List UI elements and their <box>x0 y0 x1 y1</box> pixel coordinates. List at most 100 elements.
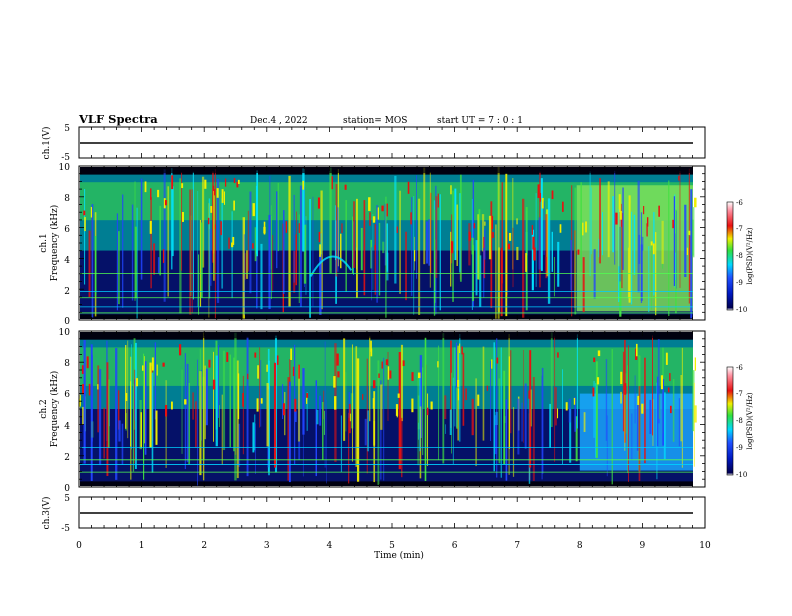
intense-emission <box>592 387 595 397</box>
intense-emission <box>298 223 300 233</box>
sferic-streak <box>510 350 512 434</box>
sferic-streak <box>550 332 553 428</box>
intense-emission <box>597 350 601 357</box>
intense-emission <box>688 230 691 235</box>
sferic-streak <box>82 406 85 425</box>
sferic-streak <box>259 347 261 428</box>
sferic-streak <box>574 187 577 315</box>
sferic-streak <box>83 340 86 464</box>
sferic-streak <box>322 402 324 460</box>
intense-emission <box>306 393 309 398</box>
sferic-streak <box>217 345 219 418</box>
sferic-streak <box>103 407 106 459</box>
intense-emission <box>374 245 376 250</box>
sferic-streak <box>386 252 389 281</box>
ch1-waveform-ylabel: ch.1(V) <box>41 127 52 160</box>
intense-emission <box>658 205 660 217</box>
sferic-streak <box>163 169 166 302</box>
intense-emission <box>232 236 235 245</box>
intense-emission <box>378 373 380 378</box>
sferic-streak <box>590 187 592 255</box>
sferic-streak <box>151 372 154 473</box>
intense-emission <box>144 181 147 193</box>
sferic-streak <box>376 205 379 303</box>
ch2-cbar-tick-6: -6 <box>736 364 743 372</box>
sferic-streak <box>198 254 200 315</box>
sferic-streak <box>293 194 295 283</box>
sferic-streak <box>424 337 427 481</box>
sferic-streak <box>345 200 347 292</box>
sferic-streak <box>602 212 603 256</box>
sferic-streak <box>438 345 440 460</box>
sferic-streak <box>522 198 525 318</box>
sferic-streak <box>159 205 162 276</box>
sferic-streak <box>204 365 206 440</box>
intense-emission <box>411 398 414 413</box>
sferic-streak <box>688 168 690 304</box>
x-axis-tick-labels: 0 1 2 3 4 5 6 7 8 9 10 <box>76 541 711 551</box>
x-tick-label-10: 10 <box>699 541 711 551</box>
sferic-streak <box>208 203 210 318</box>
sferic-streak <box>607 181 610 258</box>
sferic-streak <box>373 420 376 483</box>
sferic-streak <box>121 423 124 466</box>
intense-emission <box>402 360 405 367</box>
intense-emission <box>426 407 429 416</box>
intense-emission <box>437 361 439 368</box>
intense-emission <box>389 370 392 379</box>
intense-emission <box>266 364 268 372</box>
intense-emission <box>341 223 343 234</box>
sferic-streak <box>184 353 186 470</box>
sferic-streak <box>399 190 401 294</box>
sferic-streak <box>541 375 543 480</box>
intense-emission <box>302 180 305 190</box>
sferic-streak <box>132 384 135 472</box>
sferic-streak <box>418 198 421 315</box>
intense-emission <box>142 365 144 371</box>
sferic-streak <box>663 392 666 460</box>
sferic-streak <box>106 362 109 477</box>
intense-emission <box>231 242 234 248</box>
intense-emission <box>84 217 86 232</box>
intense-emission <box>212 379 216 390</box>
sferic-streak <box>323 390 325 420</box>
sferic-streak <box>267 360 270 476</box>
sferic-streak <box>419 355 423 438</box>
intense-emission <box>557 352 559 358</box>
sferic-streak <box>192 171 194 300</box>
sferic-streak <box>634 375 636 424</box>
intense-emission <box>125 393 128 401</box>
intense-emission <box>694 197 697 208</box>
intense-emission <box>318 231 321 243</box>
intense-emission <box>362 394 364 400</box>
sferic-streak <box>202 332 205 481</box>
sferic-streak <box>282 210 285 294</box>
sferic-streak <box>494 415 498 455</box>
intense-emission <box>396 406 398 418</box>
intense-emission <box>582 222 584 236</box>
sferic-streak <box>612 196 614 253</box>
sferic-streak <box>319 395 322 426</box>
ch1-colorbar-gradient <box>726 201 734 311</box>
intense-emission <box>224 178 227 187</box>
sferic-streak <box>569 408 572 463</box>
sferic-streak <box>675 209 677 314</box>
sferic-streak <box>546 209 549 277</box>
sferic-streak <box>249 191 252 294</box>
sferic-streak <box>136 207 138 319</box>
sferic-streak <box>374 224 377 295</box>
intense-emission <box>430 401 433 410</box>
sferic-streak <box>450 231 452 287</box>
intense-emission <box>260 398 263 404</box>
intense-emission <box>461 346 463 355</box>
intense-emission <box>619 210 622 220</box>
sferic-streak <box>498 247 500 313</box>
sferic-streak <box>459 334 461 442</box>
intense-emission <box>247 373 249 380</box>
x-tick-label-8: 8 <box>577 541 583 551</box>
intense-emission <box>620 371 623 385</box>
intense-emission <box>208 359 211 368</box>
sferic-streak <box>252 422 255 453</box>
intense-emission <box>207 217 210 225</box>
